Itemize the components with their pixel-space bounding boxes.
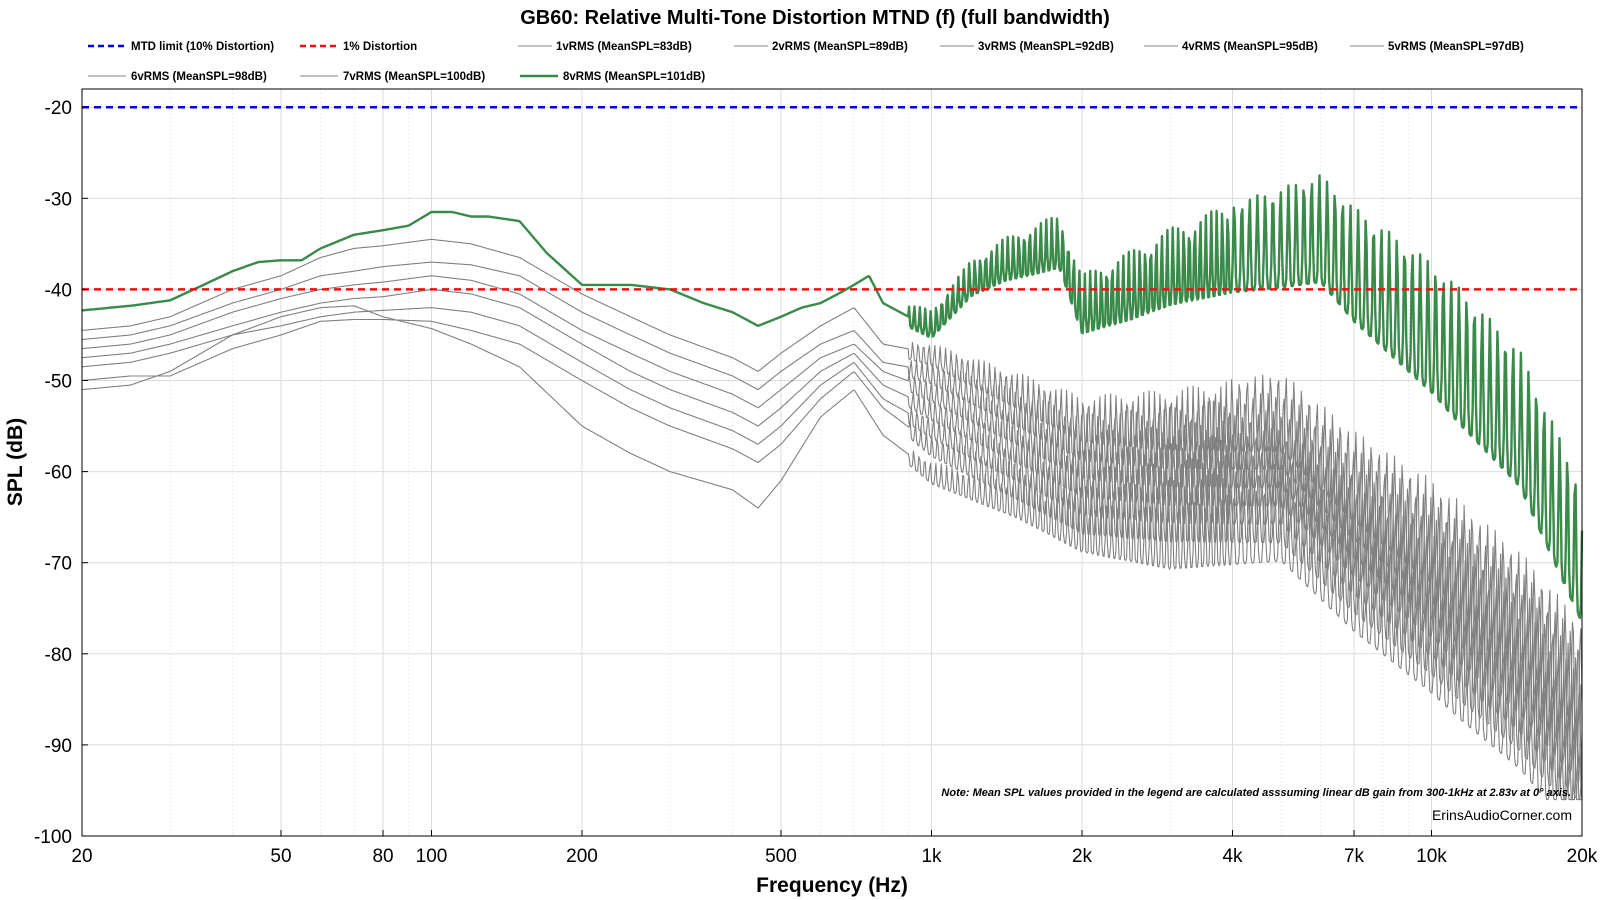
legend-label: 2vRMS (MeanSPL=89dB) — [772, 41, 908, 53]
series-line-2vrms — [81, 318, 1582, 801]
y-axis-ticks: -20 -30 -40 -50 -60 -70 -80 -90 -100 — [34, 98, 88, 848]
y-tick-label: -80 — [45, 645, 72, 666]
legend-item-1pct-distortion: 1% Distortion — [300, 41, 417, 53]
series-line-8vrms — [81, 174, 1584, 620]
series-line-4vrms — [81, 288, 1583, 783]
x-tick-label: 20k — [1567, 846, 1598, 867]
y-tick-label: -30 — [45, 189, 72, 210]
legend-item-3vrms: 3vRMS (MeanSPL=92dB) — [940, 41, 1114, 53]
legend-item-6vrms: 6vRMS (MeanSPL=98dB) — [88, 71, 267, 83]
legend-label: 6vRMS (MeanSPL=98dB) — [131, 71, 267, 83]
x-tick-label: 10k — [1416, 846, 1447, 867]
x-tick-label: 1k — [921, 846, 942, 867]
series-line-1vrms — [81, 305, 1583, 801]
legend-item-8vrms: 8vRMS (MeanSPL=101dB) — [520, 71, 705, 83]
watermark: ErinsAudioCorner.com — [1432, 807, 1572, 823]
x-tick-label: 80 — [372, 846, 393, 867]
series-layer — [81, 174, 1584, 801]
legend-label: 5vRMS (MeanSPL=97dB) — [1388, 41, 1524, 53]
x-axis-label: Frequency (Hz) — [756, 874, 908, 897]
chart-title: GB60: Relative Multi-Tone Distortion MTN… — [520, 7, 1110, 29]
x-tick-label: 2k — [1072, 846, 1093, 867]
legend-label: 8vRMS (MeanSPL=101dB) — [563, 71, 705, 83]
x-tick-label: 20 — [71, 846, 92, 867]
x-tick-label: 500 — [765, 846, 797, 867]
series-line-7vrms — [81, 238, 1583, 728]
legend-item-1vrms: 1vRMS (MeanSPL=83dB) — [518, 41, 692, 53]
plot-frame — [81, 88, 1583, 837]
y-tick-label: -40 — [45, 280, 72, 301]
legend-item-7vrms: 7vRMS (MeanSPL=100dB) — [300, 71, 485, 83]
note-text: Note: Mean SPL values provided in the le… — [941, 787, 1571, 799]
chart-legend: MTD limit (10% Distortion) 1% Distortion… — [88, 41, 1524, 83]
x-tick-label: 4k — [1222, 846, 1243, 867]
y-tick-label: -70 — [45, 554, 72, 575]
legend-item-mtd-limit: MTD limit (10% Distortion) — [88, 41, 274, 53]
series-line-5vrms — [81, 275, 1583, 768]
y-tick-label: -90 — [45, 736, 72, 757]
x-tick-label: 200 — [566, 846, 598, 867]
y-tick-label: -60 — [45, 463, 72, 484]
legend-label: 1vRMS (MeanSPL=83dB) — [556, 41, 692, 53]
y-tick-label: -100 — [34, 827, 72, 848]
plot-area — [82, 89, 1582, 836]
legend-item-4vrms: 4vRMS (MeanSPL=95dB) — [1144, 41, 1318, 53]
y-axis-label: SPL (dB) — [4, 418, 27, 506]
x-tick-label: 7k — [1344, 846, 1365, 867]
y-tick-label: -20 — [45, 98, 72, 119]
x-axis-ticks: 20 50 80 100 200 500 1k 2k 4k 7k 10k 20k — [71, 830, 1598, 867]
x-tick-label: 50 — [270, 846, 291, 867]
legend-item-2vrms: 2vRMS (MeanSPL=89dB) — [734, 41, 908, 53]
legend-item-5vrms: 5vRMS (MeanSPL=97dB) — [1350, 41, 1524, 53]
legend-label: MTD limit (10% Distortion) — [131, 41, 274, 53]
legend-label: 1% Distortion — [343, 41, 417, 53]
legend-label: 4vRMS (MeanSPL=95dB) — [1182, 41, 1318, 53]
legend-label: 7vRMS (MeanSPL=100dB) — [343, 71, 485, 83]
reference-lines — [82, 105, 1582, 291]
x-tick-label: 100 — [416, 846, 448, 867]
series-line-6vrms — [81, 261, 1583, 751]
legend-label: 3vRMS (MeanSPL=92dB) — [978, 41, 1114, 53]
y-tick-label: -50 — [45, 372, 72, 393]
